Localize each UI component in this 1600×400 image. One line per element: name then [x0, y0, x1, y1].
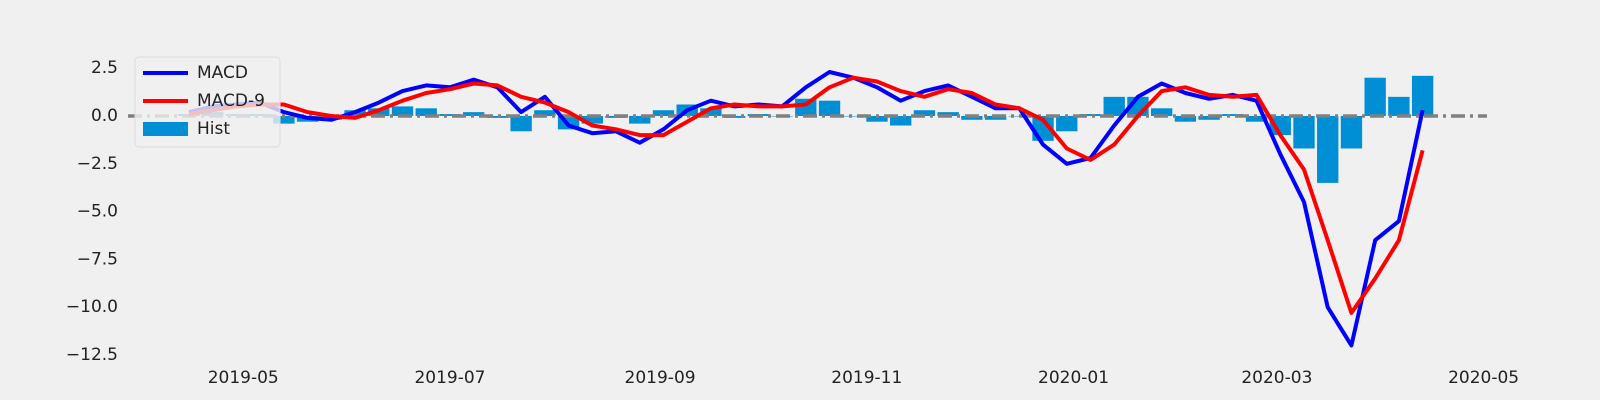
y-tick-label: −10.0	[66, 297, 118, 317]
legend-label: Hist	[197, 119, 230, 139]
x-tick-label: 2019-07	[414, 368, 485, 388]
hist-bar	[937, 112, 959, 116]
y-tick-label: −12.5	[66, 345, 118, 365]
legend-label: MACD	[197, 63, 248, 83]
hist-bar	[273, 115, 295, 124]
hist-bar	[581, 115, 603, 124]
hist-bar	[1079, 114, 1102, 116]
hist-bar	[1056, 115, 1078, 132]
hist-bar	[1174, 115, 1197, 122]
hist-bar	[439, 114, 461, 116]
y-tick-label: −5.0	[77, 202, 118, 222]
hist-bar	[1245, 115, 1268, 122]
y-tick-label: 2.5	[91, 58, 118, 78]
hist-bar	[1364, 77, 1386, 116]
hist-bar	[1269, 115, 1291, 136]
hist-bar	[961, 115, 983, 120]
hist-bar	[629, 115, 651, 124]
hist-bar	[391, 106, 414, 116]
hist-bar	[534, 110, 556, 116]
hist-bar	[1103, 96, 1125, 116]
hist-bar	[890, 115, 912, 126]
hist-bar	[486, 115, 509, 118]
legend-label: MACD-9	[197, 91, 265, 111]
hist-bar	[652, 110, 675, 116]
hist-bar	[1388, 96, 1410, 116]
hist-bar	[510, 115, 532, 132]
x-tick-label: 2020-01	[1038, 368, 1109, 388]
legend: MACD MACD-9 Hist	[134, 56, 281, 148]
hist-bar	[984, 115, 1007, 120]
y-tick-label: 0.0	[91, 106, 118, 126]
macd-line	[188, 75, 1425, 315]
hist-bar	[1150, 108, 1173, 116]
hist-bar	[1317, 115, 1339, 183]
hist-bar	[700, 108, 722, 116]
x-tick-label: 2020-03	[1241, 368, 1312, 388]
x-tick-label: 2019-11	[831, 368, 902, 388]
y-tick-label: −7.5	[77, 249, 118, 269]
y-tick-label: −2.5	[77, 154, 118, 174]
hist-bar	[1411, 75, 1434, 116]
hist-bar	[818, 100, 841, 116]
hist-bar	[1293, 115, 1315, 149]
x-tick-label: 2020-05	[1448, 368, 1519, 388]
hist-bar	[842, 115, 864, 117]
hist-bar	[415, 108, 437, 116]
hist-bar	[1198, 115, 1220, 120]
legend-swatch	[143, 122, 188, 136]
hist-bar	[1222, 114, 1244, 116]
hist-bar	[463, 112, 485, 116]
hist-bar	[913, 110, 936, 116]
hist-bar	[866, 115, 888, 122]
hist-bar	[1340, 115, 1363, 149]
x-tick-label: 2019-05	[208, 368, 279, 388]
x-tick-label: 2019-09	[625, 368, 696, 388]
